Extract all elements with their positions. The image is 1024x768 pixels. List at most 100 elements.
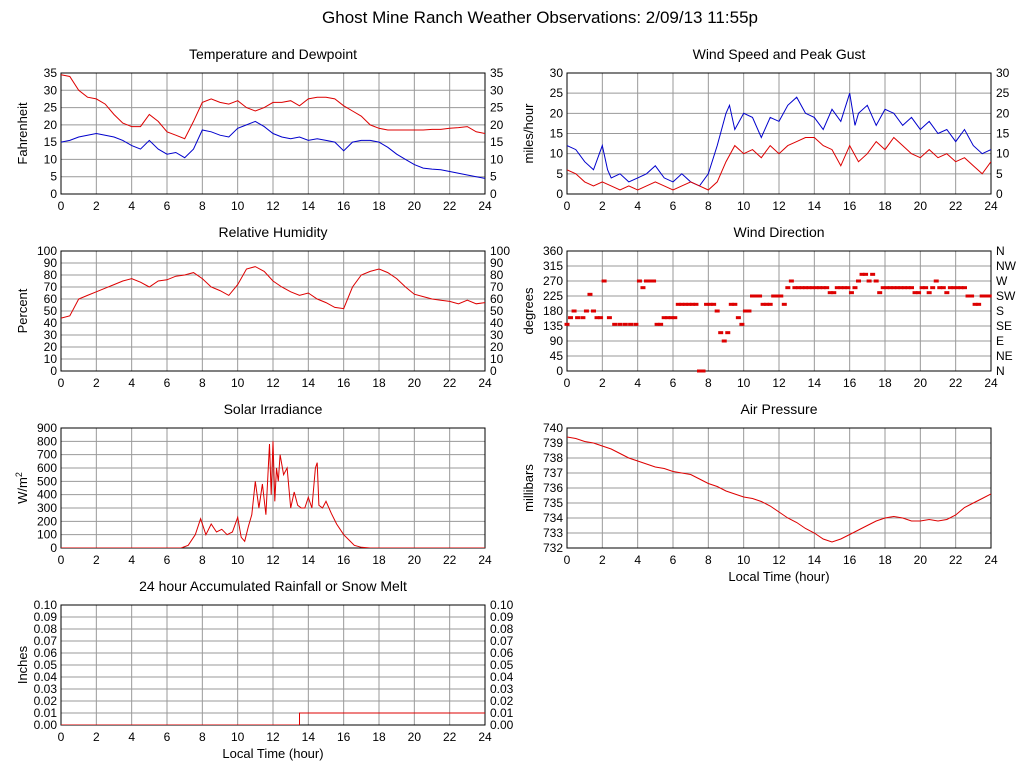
x-tick-label: 24 (478, 730, 492, 744)
y-tick-label-right: 0.10 (490, 598, 514, 612)
x-tick-label: 20 (408, 730, 422, 744)
data-point (622, 322, 628, 326)
x-tick-label: 14 (808, 199, 822, 213)
data-point (714, 309, 720, 313)
y-tick-label: 20 (44, 118, 58, 132)
y-tick-label: 100 (37, 528, 57, 542)
x-tick-label: 14 (808, 376, 822, 390)
y-tick-label: 50 (44, 304, 58, 318)
y-tick-label-right: 20 (996, 106, 1010, 120)
data-point (771, 294, 777, 298)
x-tick-label: 24 (984, 199, 998, 213)
x-tick-label: 4 (634, 553, 641, 567)
y-tick-label: 90 (550, 334, 564, 348)
x-tick-label: 10 (231, 199, 245, 213)
compass-tick-label: W (996, 274, 1008, 288)
chart-title: Air Pressure (740, 401, 817, 417)
compass-tick-label: NE (996, 349, 1013, 363)
data-point (617, 322, 623, 326)
data-point (750, 294, 755, 298)
y-tick-label: 0 (50, 541, 57, 555)
y-tick-label: 10 (44, 352, 58, 366)
x-tick-label: 10 (737, 376, 751, 390)
x-tick-label: 22 (443, 376, 457, 390)
y-axis-label: Percent (15, 288, 30, 333)
y-tick-label: 738 (543, 451, 563, 465)
y-tick-label: 0.09 (34, 610, 58, 624)
data-point (583, 309, 589, 313)
y-tick-label-right: 5 (490, 170, 497, 184)
y-tick-label-right: 50 (490, 304, 504, 318)
data-point (813, 286, 819, 290)
data-point (972, 302, 978, 306)
x-tick-label: 24 (984, 376, 998, 390)
x-tick-label: 22 (949, 553, 963, 567)
data-point (612, 322, 618, 326)
y-tick-label: 800 (37, 434, 57, 448)
plot-frame (566, 427, 992, 549)
x-tick-label: 6 (164, 199, 171, 213)
x-tick-label: 4 (128, 376, 135, 390)
data-point (845, 286, 851, 290)
y-tick-label: 0.08 (34, 622, 58, 636)
y-tick-label: 10 (44, 152, 58, 166)
data-point (909, 286, 914, 290)
data-point (594, 316, 600, 320)
data-point (697, 369, 702, 373)
x-tick-label: 2 (599, 376, 606, 390)
y-tick-label: 25 (550, 86, 564, 100)
data-point (725, 331, 731, 335)
x-tick-label: 18 (878, 376, 892, 390)
data-point (598, 316, 604, 320)
y-tick-label: 737 (543, 466, 563, 480)
x-tick-label: 20 (914, 199, 928, 213)
y-axis-label: millibars (521, 464, 536, 512)
x-tick-label: 8 (705, 376, 712, 390)
y-tick-label-right: 0.09 (490, 610, 514, 624)
y-tick-label-right: 0 (490, 187, 497, 201)
data-point (965, 294, 971, 298)
y-tick-label: 0.04 (34, 670, 58, 684)
data-point (806, 286, 812, 290)
data-point (930, 286, 936, 290)
y-tick-label-right: 10 (996, 147, 1010, 161)
x-tick-label: 6 (164, 730, 171, 744)
x-tick-label: 10 (737, 199, 751, 213)
data-point (817, 286, 823, 290)
data-point (689, 302, 695, 306)
y-tick-label: 30 (44, 83, 58, 97)
data-point (947, 286, 953, 290)
x-tick-label: 22 (443, 730, 457, 744)
data-point (785, 286, 791, 290)
x-tick-label: 0 (58, 730, 65, 744)
y-axis-label-superscript: 2 (14, 472, 24, 477)
y-tick-label-right: 0.08 (490, 622, 514, 636)
x-tick-label: 22 (443, 199, 457, 213)
data-point (894, 286, 900, 290)
data-point (841, 286, 847, 290)
x-tick-label: 8 (705, 553, 712, 567)
data-point (937, 286, 943, 290)
data-point (859, 272, 865, 276)
data-point (781, 302, 787, 306)
y-tick-label: 732 (543, 541, 563, 555)
y-tick-label-right: 30 (996, 66, 1010, 80)
x-tick-label: 2 (599, 199, 606, 213)
x-tick-label: 2 (599, 553, 606, 567)
x-tick-label: 24 (478, 199, 492, 213)
data-point (916, 291, 922, 295)
y-tick-label: 736 (543, 481, 563, 495)
y-tick-label: 45 (550, 349, 564, 363)
data-point (962, 286, 967, 290)
y-tick-label: 0.02 (34, 694, 58, 708)
data-point (651, 279, 657, 283)
y-tick-label: 60 (44, 292, 58, 306)
data-point (704, 302, 710, 306)
x-tick-label: 4 (128, 553, 135, 567)
x-tick-label: 4 (128, 199, 135, 213)
data-point (810, 286, 816, 290)
